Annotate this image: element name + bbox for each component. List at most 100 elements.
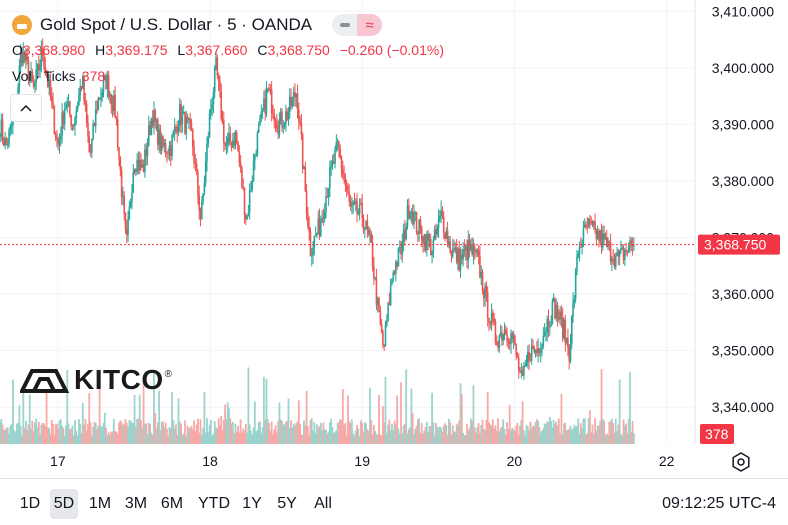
volume-bar xyxy=(98,374,101,444)
x-tick-label: 22 xyxy=(659,453,675,469)
candle-body xyxy=(135,168,137,173)
candle-body xyxy=(510,333,512,344)
range-button-all[interactable]: All xyxy=(314,495,332,512)
range-button-1y[interactable]: 1Y xyxy=(242,495,262,512)
volume-bar xyxy=(579,423,582,444)
candle-body xyxy=(304,166,307,191)
candle-body xyxy=(472,246,475,255)
volume-bar xyxy=(321,430,324,444)
candle-body xyxy=(34,82,36,87)
volume-bar xyxy=(416,419,419,444)
volume-bar xyxy=(17,422,20,444)
candle-body xyxy=(446,230,449,245)
candle-body xyxy=(10,125,13,127)
candle-body xyxy=(476,250,479,253)
candle-body xyxy=(461,254,463,260)
candle-body xyxy=(215,57,217,68)
candle-body xyxy=(594,221,596,229)
candle-body xyxy=(502,334,505,341)
range-button-1d[interactable]: 1D xyxy=(19,495,41,512)
candle-body xyxy=(277,128,279,135)
chart-toggle-pill[interactable]: ≈ xyxy=(332,14,383,36)
settings-gear-icon[interactable] xyxy=(731,452,751,472)
volume-bar xyxy=(114,431,117,444)
volume-bar xyxy=(376,435,379,444)
candle-body xyxy=(449,241,451,254)
candle-body xyxy=(436,228,439,234)
candle-body xyxy=(586,225,589,227)
volume-bar xyxy=(309,420,312,444)
volume-bar xyxy=(596,425,599,444)
candle-body xyxy=(225,144,228,146)
candle-body xyxy=(204,161,207,183)
wave-icon[interactable]: ≈ xyxy=(357,14,383,36)
symbol-title[interactable]: Gold Spot / U.S. Dollar · 5 · OANDA xyxy=(40,15,313,34)
candle-body xyxy=(429,239,432,256)
candle-body xyxy=(101,92,103,97)
volume-bar xyxy=(10,423,13,444)
candle-body xyxy=(201,201,203,220)
candle-body xyxy=(396,261,398,267)
volume-bar xyxy=(568,428,571,444)
candle-body xyxy=(163,142,166,146)
candle-body xyxy=(182,111,185,115)
volume-bar xyxy=(310,418,313,444)
volume-bar xyxy=(308,435,311,444)
volume-bar xyxy=(554,423,556,444)
candle-body xyxy=(621,247,624,249)
range-button-1m[interactable]: 1M xyxy=(88,495,112,512)
collapse-legend-button[interactable] xyxy=(10,94,42,122)
candle-body xyxy=(455,247,458,263)
range-button-ytd[interactable]: YTD xyxy=(198,495,230,512)
candle-body xyxy=(175,126,177,128)
candle-body xyxy=(624,250,626,260)
candle-body xyxy=(417,232,419,235)
candle-body xyxy=(573,298,576,302)
candle-body xyxy=(613,261,616,267)
candle-body xyxy=(321,217,323,223)
candle-body xyxy=(332,161,335,164)
candle-body xyxy=(69,101,71,115)
high-value: 3,369.175 xyxy=(105,42,168,58)
volume-bar xyxy=(93,422,96,444)
volume-bar xyxy=(255,431,258,444)
candle-body xyxy=(222,120,225,143)
volume-bar xyxy=(407,429,410,444)
volume-bar xyxy=(129,420,132,444)
candle-body xyxy=(91,138,93,153)
range-button-5y[interactable]: 5Y xyxy=(277,495,297,512)
volume-bar xyxy=(587,418,590,444)
candle-body xyxy=(21,52,23,63)
candle-body xyxy=(252,160,255,181)
candle-body xyxy=(569,343,572,362)
candle-body xyxy=(382,331,384,346)
range-button-6m[interactable]: 6M xyxy=(160,495,184,512)
candle-body xyxy=(495,341,498,346)
volume-bar xyxy=(538,427,541,444)
volume-bar xyxy=(291,427,294,444)
volume-bar xyxy=(621,435,624,444)
candle-body xyxy=(331,161,334,166)
volume-bar xyxy=(313,422,316,444)
minus-icon[interactable] xyxy=(332,14,357,36)
candle-body xyxy=(140,160,142,168)
candle-body xyxy=(340,157,343,170)
candle-body xyxy=(370,233,373,243)
candle-body xyxy=(497,345,499,348)
candle-body xyxy=(123,195,125,214)
candle-body xyxy=(414,212,417,214)
volume-bar xyxy=(83,424,85,444)
candle-body xyxy=(402,229,405,242)
volume-bar xyxy=(287,398,290,444)
range-button-3m[interactable]: 3M xyxy=(124,495,148,512)
volume-bar xyxy=(385,433,388,444)
current-price-tag-label: 3,368.750 xyxy=(704,237,766,253)
volume-bar xyxy=(66,370,69,444)
volume-bar xyxy=(253,401,256,444)
volume-value: 378 xyxy=(81,68,106,84)
candle-body xyxy=(330,165,332,168)
range-button-5d[interactable]: 5D xyxy=(50,489,78,519)
volume-bar xyxy=(78,419,80,444)
x-tick-label: 20 xyxy=(507,453,523,469)
